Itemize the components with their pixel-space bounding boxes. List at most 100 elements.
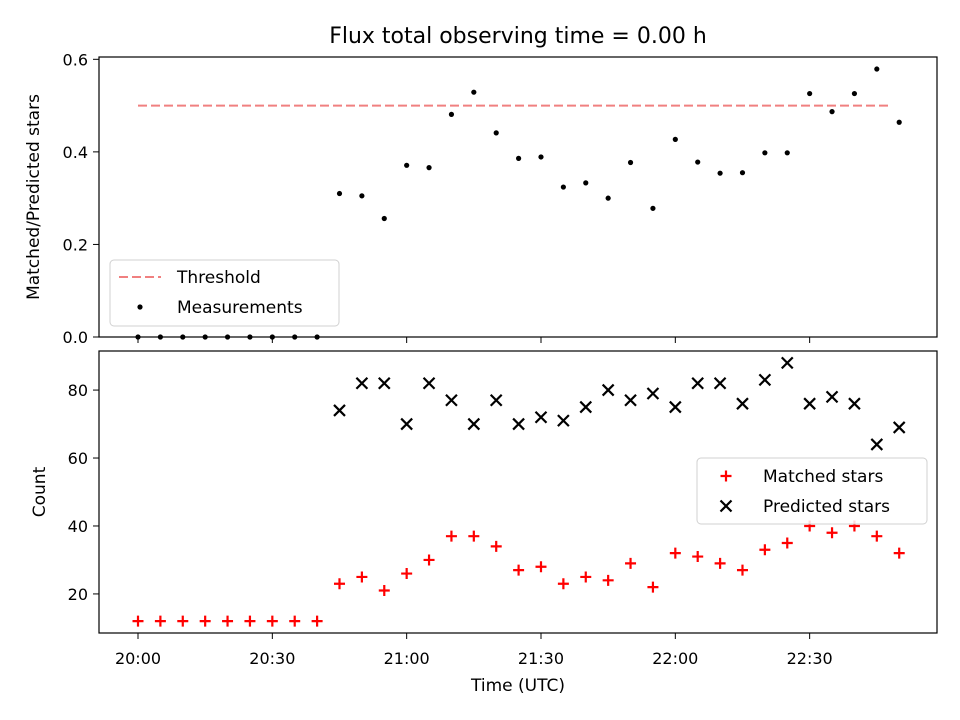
measurement-point [605, 195, 611, 201]
measurement-point [762, 150, 768, 156]
matched-star-point [468, 530, 480, 542]
predicted-legend-swatch [719, 499, 733, 513]
predicted-star-point [736, 397, 749, 410]
matched-star-point [759, 544, 771, 556]
matched-star-point [647, 581, 659, 593]
matched-star-point [669, 547, 681, 559]
count-legend: Matched stars Predicted stars [696, 457, 928, 525]
measurements-legend-label: Measurements [177, 298, 303, 318]
predicted-star-point [825, 390, 839, 404]
predicted-star-point [557, 414, 570, 427]
predicted-star-point [445, 393, 458, 407]
matched-star-point [289, 615, 301, 627]
measurement-point [426, 165, 432, 171]
count-y-axis-label: Count [30, 466, 50, 517]
matched-star-point [154, 615, 166, 627]
predicted-star-point [467, 417, 481, 431]
measurement-point [404, 162, 410, 168]
predicted-star-point [646, 387, 660, 400]
measurement-point [359, 193, 365, 199]
x-tick-label: 20:30 [249, 649, 295, 668]
measurement-point [448, 111, 455, 117]
matched-star-point [423, 554, 435, 566]
predicted-star-point [691, 376, 704, 390]
matched-star-point [132, 615, 144, 627]
measurement-point [829, 109, 835, 115]
measurement-point [560, 184, 566, 190]
matched-star-point [401, 568, 413, 580]
matched-star-point [177, 615, 189, 627]
measurement-point [471, 89, 477, 95]
matched-star-point [222, 615, 234, 627]
ratio-panel-frame [98, 56, 938, 338]
count-y-tick-label: 20 [68, 585, 88, 604]
x-tick-label: 21:00 [384, 649, 430, 668]
matched-star-point [826, 527, 838, 539]
predicted-star-point [870, 438, 884, 451]
chart-title: Flux total observing time = 0.00 h [329, 24, 707, 49]
measurement-point [672, 136, 678, 142]
x-tick-label: 20:00 [115, 649, 161, 668]
x-tick-label: 22:30 [787, 649, 833, 668]
predicted-star-point [624, 393, 637, 407]
measurement-point [336, 190, 343, 197]
x-axis-label: Time (UTC) [470, 676, 565, 696]
measurement-point [695, 159, 701, 165]
matched-star-point [490, 540, 502, 552]
ratio-panel: 0.0 0.2 0.4 0.6 Matched/Predicted stars Thr… [24, 50, 938, 347]
ratio-y-tick-label: 0.6 [63, 50, 88, 69]
predicted-star-point [758, 373, 772, 387]
measurement-point [627, 159, 634, 166]
matched-legend-label: Matched stars [763, 467, 883, 487]
predicted-star-point [713, 376, 727, 390]
measurement-point [493, 130, 499, 136]
measurement-point [784, 150, 790, 156]
threshold-legend-label: Threshold [176, 268, 261, 288]
matched-star-point [625, 557, 637, 569]
measurement-point [538, 154, 544, 160]
matched-star-point [266, 615, 278, 627]
predicted-star-point [848, 397, 861, 410]
matched-star-point [580, 571, 592, 583]
measurement-point [739, 170, 746, 176]
predicted-star-point [512, 417, 525, 431]
predicted-star-point [534, 410, 548, 424]
matched-star-point [736, 564, 748, 576]
x-tick-label: 21:30 [518, 649, 564, 668]
measurement-point [851, 90, 858, 97]
measurements-legend-swatch [137, 304, 143, 310]
measurement-point [717, 170, 723, 176]
ratio-y-tick-label: 0.2 [63, 235, 88, 254]
measurement-point [516, 155, 522, 161]
predicted-star-point [803, 397, 816, 410]
predicted-star-point [333, 404, 346, 417]
matched-star-point [378, 585, 390, 597]
ratio-y-axis-label: Matched/Predicted stars [24, 94, 44, 300]
matched-star-point [535, 561, 547, 573]
matched-star-point [557, 578, 569, 590]
count-y-tick-label: 60 [68, 449, 88, 468]
matched-star-point [356, 571, 368, 583]
predicted-star-point [489, 393, 503, 407]
measurement-point [381, 215, 387, 222]
matched-star-point [333, 578, 345, 590]
matched-star-point [602, 574, 614, 586]
predicted-star-point [377, 376, 391, 390]
predicted-star-point [422, 376, 436, 390]
count-y-tick-label: 40 [68, 517, 88, 536]
matched-star-point [244, 615, 256, 627]
matched-star-point [513, 564, 525, 576]
matched-star-point [714, 557, 726, 569]
measurement-point [874, 66, 880, 72]
predicted-star-point [400, 417, 413, 431]
predicted-star-point [780, 356, 794, 370]
ratio-legend: Threshold Measurements [109, 259, 340, 327]
predicted-star-point [579, 400, 593, 414]
count-panel-frame [98, 350, 938, 634]
measurement-point [807, 90, 813, 97]
ratio-y-tick-label: 0.4 [63, 143, 88, 162]
predicted-star-point [892, 421, 906, 434]
matched-star-point [893, 547, 905, 559]
measurement-point [583, 180, 589, 186]
